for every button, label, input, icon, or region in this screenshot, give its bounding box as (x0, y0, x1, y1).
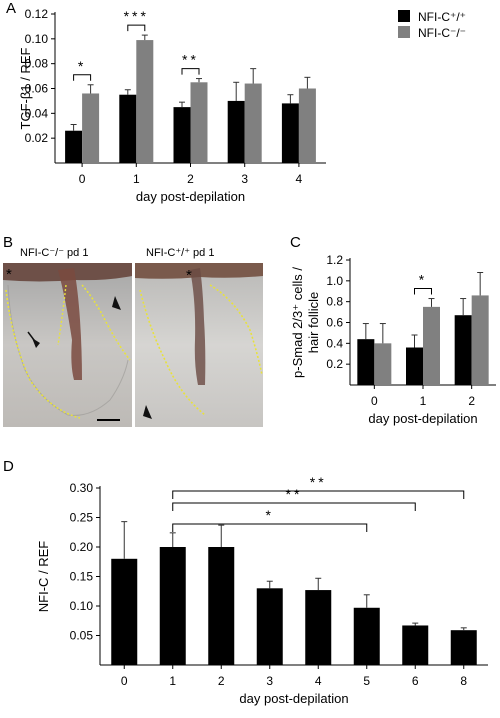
bar (111, 558, 138, 665)
x-tick-label: 4 (315, 674, 322, 688)
x-tick-label: 8 (460, 674, 467, 688)
significance-label: ** (310, 474, 327, 490)
y-tick-label: 0.4 (326, 336, 343, 350)
micrograph-panel: * NFI-C⁻/⁻ pd 1 * NFI-C⁺/⁺ pd 1 (3, 247, 263, 427)
significance-label: ** (182, 52, 199, 68)
y-axis-label: NFI-C / REF (36, 541, 51, 613)
significance-label: * (419, 272, 427, 288)
y-tick-label: 1.0 (326, 274, 343, 288)
bar (423, 306, 440, 385)
bar (281, 103, 299, 163)
x-axis-label: day post-depilation (136, 189, 245, 204)
bar (65, 130, 83, 163)
x-tick-label: 0 (79, 172, 86, 186)
micrograph-right: * NFI-C⁺/⁺ pd 1 (135, 247, 263, 427)
significance-bracket (172, 523, 368, 532)
bar (402, 625, 429, 665)
bar (454, 315, 472, 385)
x-tick-label: 4 (296, 172, 303, 186)
y-tick-label: 0.2 (326, 357, 343, 371)
y-tick-label: 0.6 (326, 316, 343, 330)
x-tick-label: 1 (133, 172, 140, 186)
legend-label: NFI-C⁻/⁻ (418, 26, 466, 40)
legend-swatch (398, 10, 410, 22)
x-tick-label: 2 (218, 674, 225, 688)
y-axis-label: p-Smad 2/3⁺ cells /hair follicle (290, 267, 321, 378)
y-tick-label: 0.25 (70, 511, 94, 525)
x-tick-label: 6 (412, 674, 419, 688)
y-tick-label: 0.12 (25, 7, 49, 21)
arrowhead-marker-right (143, 405, 152, 419)
bar (119, 94, 137, 163)
x-tick-label: 1 (420, 394, 427, 408)
x-tick-label: 5 (363, 674, 370, 688)
significance-bracket (127, 24, 146, 32)
bar (208, 547, 235, 665)
bar (190, 82, 208, 163)
bar (159, 547, 186, 665)
y-tick-label: 0.30 (70, 481, 94, 495)
panel-letter-c: C (290, 234, 301, 251)
legend-label: NFI-C⁺/⁺ (418, 10, 466, 24)
x-axis-label: day post-depilation (368, 411, 477, 426)
y-tick-label: 0.08 (25, 57, 49, 71)
y-tick-label: 0.05 (70, 629, 94, 643)
micrograph-left: * NFI-C⁻/⁻ pd 1 (3, 247, 132, 427)
x-tick-label: 3 (266, 674, 273, 688)
bar (227, 100, 245, 163)
y-tick-label: 0.06 (25, 82, 49, 96)
significance-bracket (414, 288, 432, 295)
panel-letter-a: A (6, 0, 16, 17)
significance-label: ** (286, 486, 303, 502)
bar (173, 107, 191, 163)
significance-label: *** (124, 8, 149, 24)
x-tick-label: 2 (468, 394, 475, 408)
significance-label: * (266, 507, 274, 523)
bar (353, 607, 380, 665)
bar (406, 347, 423, 385)
x-tick-label: 0 (121, 674, 128, 688)
y-tick-label: 1.2 (326, 253, 343, 267)
y-tick-label: 0.20 (70, 540, 94, 554)
x-tick-label: 2 (187, 172, 194, 186)
y-tick-label: 0.10 (25, 32, 49, 46)
panel-letter-b: B (3, 234, 13, 251)
chart-c: 0.2 0.4 0.6 0.8 1.0 1.2 0 1 2 day post-depilation… (290, 253, 496, 426)
bar (305, 590, 332, 665)
bar (136, 40, 154, 164)
bar (471, 295, 489, 385)
x-tick-label: 1 (169, 674, 176, 688)
bar (357, 339, 375, 385)
significance-bracket (172, 502, 416, 511)
bar (256, 588, 283, 665)
y-tick-label: 0.10 (70, 599, 94, 613)
photo-label-right: NFI-C⁺/⁺ pd 1 (146, 247, 214, 259)
x-tick-label: 0 (371, 394, 378, 408)
panel-letter-d: D (3, 458, 14, 475)
bar (450, 630, 477, 665)
bar (374, 343, 392, 385)
photo-label-left: NFI-C⁻/⁻ pd 1 (20, 247, 88, 259)
bar (82, 93, 100, 163)
y-tick-label: 0.8 (326, 295, 343, 309)
legend-swatch (398, 26, 410, 38)
arrowhead-marker-left (112, 296, 121, 310)
y-tick-label: 0.02 (25, 131, 49, 145)
significance-bracket (181, 68, 200, 75)
chart-d: 0.05 0.10 0.15 0.20 0.25 0.30 0 1 2 3 4 5 6 8 day post… (36, 474, 488, 706)
bar (244, 83, 262, 163)
chart-a: 0.02 0.04 0.06 0.08 0.10 0.12 0 1 2 3 4 day post-de… (18, 7, 466, 204)
bar (298, 88, 316, 163)
significance-bracket (172, 490, 465, 499)
asterisk-marker-left: * (6, 266, 12, 283)
x-axis-label: day post-depilation (239, 691, 348, 706)
y-axis-label: TGF-β1 / REF (18, 48, 33, 130)
significance-bracket (73, 74, 92, 81)
x-tick-label: 3 (241, 172, 248, 186)
asterisk-marker-right: * (186, 267, 192, 284)
significance-label: * (78, 58, 86, 74)
y-tick-label: 0.15 (70, 570, 94, 584)
y-tick-label: 0.04 (25, 106, 49, 120)
